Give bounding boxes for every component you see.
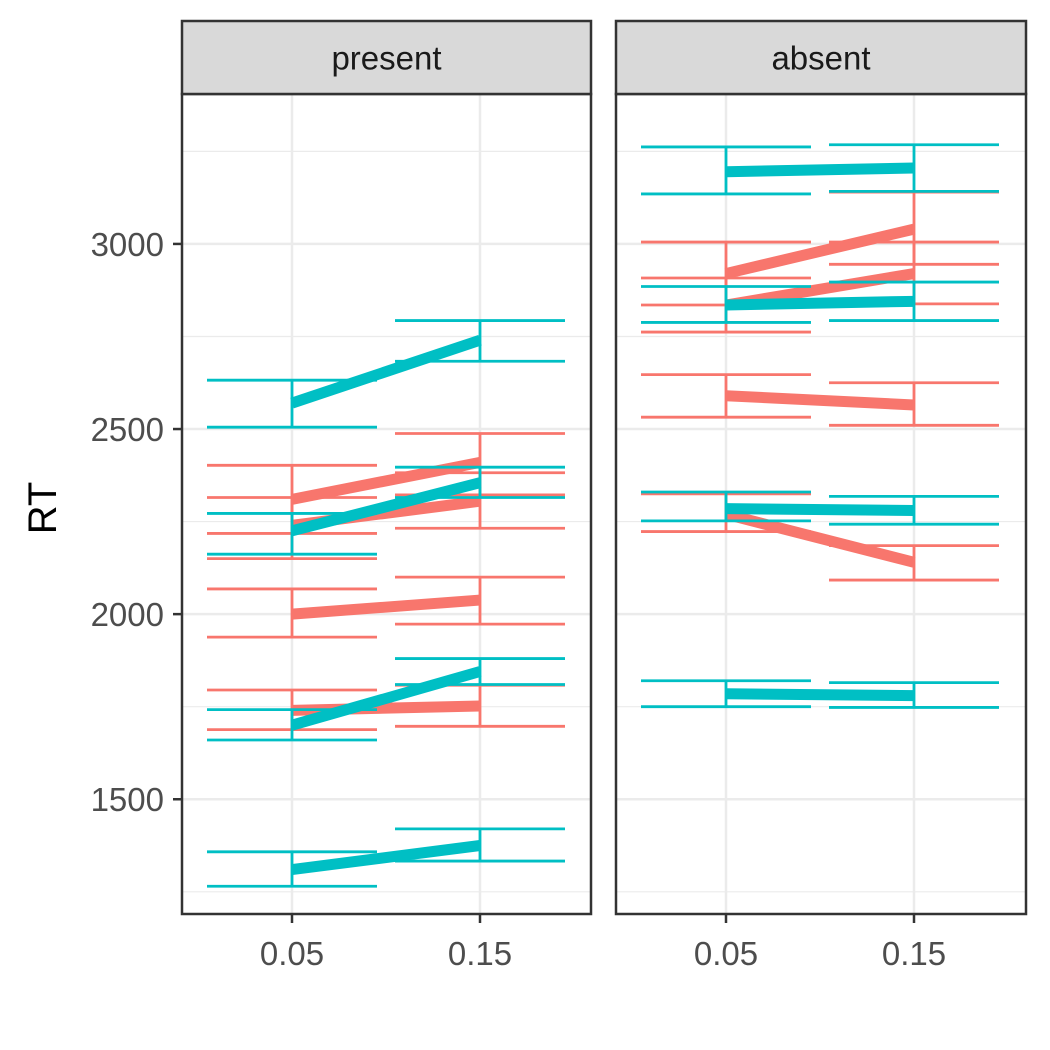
facet-strip bbox=[180, 19, 593, 96]
series-line bbox=[290, 477, 482, 537]
series bbox=[641, 679, 999, 709]
y-tick-label: 2500 bbox=[91, 411, 164, 448]
x-tick-label: 0.05 bbox=[260, 935, 324, 972]
y-axis-title: RT bbox=[21, 482, 65, 535]
y-tick-label: 1500 bbox=[91, 781, 164, 818]
series bbox=[207, 465, 565, 556]
series-line bbox=[725, 295, 915, 311]
series-line bbox=[725, 688, 915, 702]
x-tick-label: 0.05 bbox=[694, 935, 758, 972]
x-tick-label: 0.15 bbox=[448, 935, 512, 972]
series-line bbox=[291, 840, 481, 876]
x-tick-label: 0.15 bbox=[882, 935, 946, 972]
facet-strip bbox=[614, 19, 1028, 96]
series-line bbox=[725, 390, 915, 411]
series-line bbox=[725, 162, 915, 178]
facet-strip-label: absent bbox=[771, 40, 870, 77]
series-line bbox=[291, 594, 481, 620]
series bbox=[641, 280, 999, 324]
panel-background bbox=[616, 94, 1026, 914]
y-tick-label: 2000 bbox=[91, 596, 164, 633]
series bbox=[207, 575, 565, 639]
series bbox=[641, 490, 999, 526]
facet-strip-label: present bbox=[331, 40, 441, 77]
series-line bbox=[290, 666, 482, 731]
series-line bbox=[290, 334, 482, 409]
facet-panel-absent: absent 0.05 0.15 bbox=[614, 19, 1028, 972]
series-line bbox=[725, 503, 915, 516]
y-tick-label: 3000 bbox=[91, 226, 164, 263]
series bbox=[641, 143, 999, 196]
series bbox=[207, 827, 565, 888]
series bbox=[207, 657, 565, 742]
series bbox=[641, 373, 999, 427]
facet-panel-present: present 0.05 0.15 bbox=[180, 19, 593, 972]
series-line bbox=[724, 223, 916, 279]
series bbox=[207, 319, 565, 429]
